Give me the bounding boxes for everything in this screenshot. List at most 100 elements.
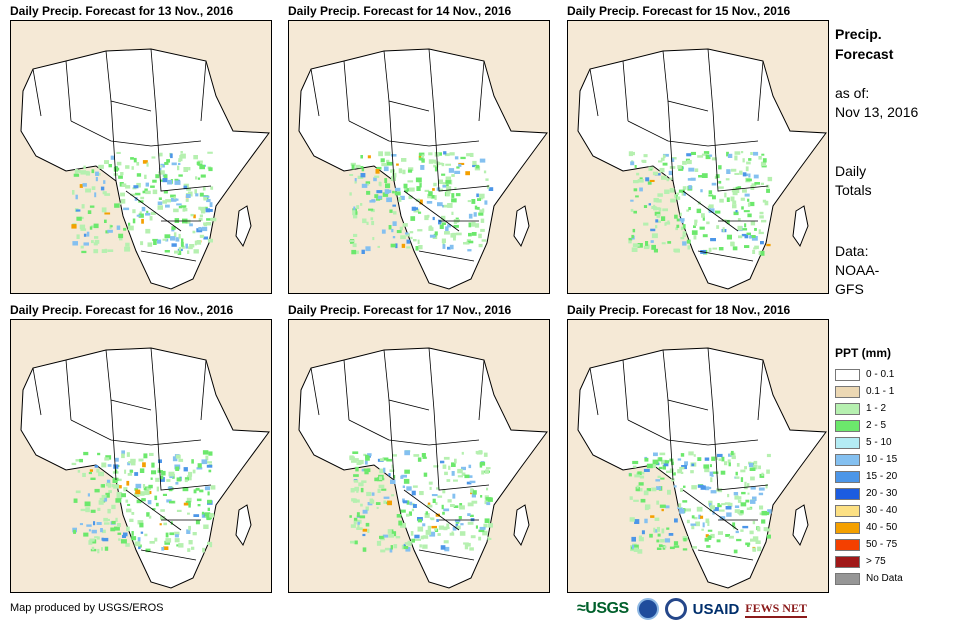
precip-map (10, 319, 272, 593)
precip-cell (154, 495, 158, 501)
precip-cell (742, 525, 749, 529)
precip-cell (407, 540, 412, 546)
precip-cell (437, 533, 441, 536)
precip-cell (697, 155, 704, 158)
precip-cell (640, 498, 646, 503)
precip-cell (641, 530, 645, 535)
precip-cell (693, 516, 698, 520)
country-borders (32, 48, 212, 262)
precip-cell (422, 535, 429, 539)
precip-cell (428, 481, 433, 485)
usaid-seal-icon (664, 598, 687, 620)
precip-cell (440, 545, 446, 550)
precip-cell (424, 189, 430, 192)
precip-cell (176, 203, 182, 206)
precip-cell (750, 235, 756, 238)
precip-cell (131, 536, 137, 541)
precip-cell (481, 239, 487, 242)
precip-cell (457, 468, 463, 474)
country-border (682, 489, 739, 531)
precip-cell (379, 468, 385, 474)
precip-cell (643, 222, 649, 226)
precip-cell (746, 161, 751, 165)
precip-cell (744, 223, 747, 228)
precip-cell (758, 465, 761, 470)
precip-cell (434, 231, 438, 236)
precip-cell (350, 488, 355, 493)
country-border (343, 60, 350, 122)
precip-cell (352, 210, 356, 216)
precip-cell (349, 455, 354, 459)
precip-cell (463, 542, 469, 545)
country-border (310, 367, 320, 416)
precip-cell (386, 458, 392, 462)
precip-cell (110, 225, 113, 228)
precip-cell (79, 458, 83, 463)
precip-cell (461, 451, 464, 455)
legend-item: 20 - 30 (835, 485, 903, 502)
precip-cell (183, 167, 188, 172)
precip-cell (754, 182, 760, 185)
precip-cell (125, 499, 129, 503)
precip-cell (741, 206, 744, 210)
precip-cell (210, 485, 216, 490)
precip-cell (630, 208, 634, 212)
precip-cell (376, 166, 382, 170)
precip-cell (730, 196, 735, 202)
precip-cell (131, 461, 136, 466)
precip-cell (170, 153, 173, 159)
precip-cell (158, 197, 162, 200)
precip-cell (480, 228, 485, 232)
precip-cell (424, 215, 429, 221)
precip-cell (747, 483, 750, 487)
precip-cell (361, 480, 367, 483)
precip-cell (353, 206, 356, 211)
precip-cell (142, 160, 148, 164)
precip-cell (669, 468, 674, 473)
precip-cell (365, 246, 371, 252)
precip-cell (394, 191, 401, 196)
precip-cell (209, 202, 213, 207)
precip-cell (126, 480, 130, 486)
precip-cell (415, 246, 419, 251)
precip-cell (458, 516, 462, 520)
precip-cell (148, 515, 152, 519)
precip-cell (656, 214, 661, 218)
precip-cell (428, 227, 434, 231)
precip-cell (131, 166, 134, 170)
precip-cell (205, 455, 209, 461)
precip-cell (752, 520, 756, 525)
precip-cell (184, 477, 189, 481)
precip-cell (448, 168, 455, 173)
precip-cell (146, 487, 152, 490)
precip-cell (429, 486, 432, 490)
precip-cell (434, 166, 438, 172)
precip-cell (159, 477, 165, 482)
country-border (348, 120, 430, 147)
precip-cell (202, 547, 205, 553)
country-border (110, 100, 117, 182)
precip-cell (745, 542, 751, 546)
legend-item: 0 - 0.1 (835, 366, 903, 383)
precip-cell (455, 521, 460, 524)
precip-cell (142, 190, 146, 194)
precip-cell (659, 167, 665, 173)
precip-cell (125, 242, 130, 247)
africa-map-svg (20, 48, 270, 290)
precip-cell (160, 165, 163, 168)
precip-cell (767, 176, 773, 182)
precip-cell (687, 178, 691, 181)
precip-cell (728, 462, 731, 467)
precip-cell (427, 502, 431, 507)
precip-cell (199, 214, 203, 218)
legend-item: 0.1 - 1 (835, 383, 903, 400)
precip-cell (415, 198, 420, 202)
country-border (707, 439, 759, 446)
precip-cell (198, 227, 202, 231)
precip-cell (121, 493, 126, 498)
precip-cell (657, 193, 663, 197)
precip-cell (717, 503, 720, 507)
precip-cell (454, 458, 457, 464)
precip-cell (122, 534, 126, 538)
precip-cell (748, 158, 752, 161)
